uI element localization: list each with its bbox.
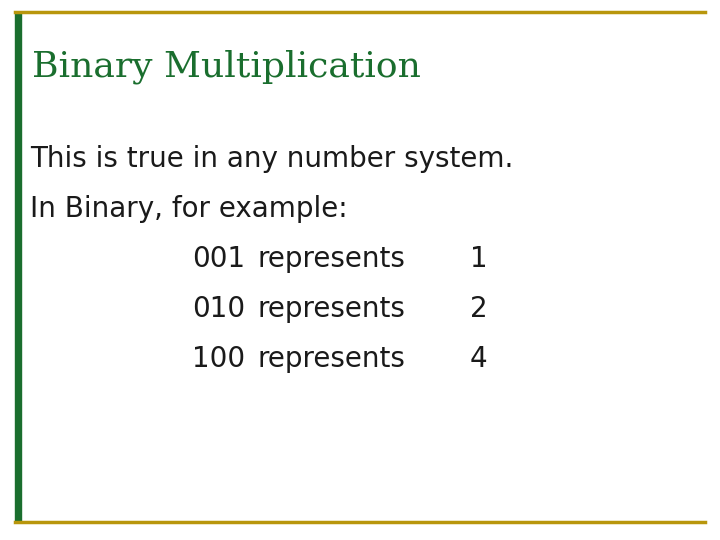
Text: In Binary, for example:: In Binary, for example: — [30, 195, 348, 223]
Text: 010: 010 — [192, 295, 245, 323]
Text: 001: 001 — [192, 245, 245, 273]
Text: represents: represents — [258, 295, 406, 323]
Text: represents: represents — [258, 345, 406, 373]
Text: This is true in any number system.: This is true in any number system. — [30, 145, 513, 173]
Text: represents: represents — [258, 245, 406, 273]
Bar — [15, 12, 21, 522]
Text: 1: 1 — [470, 245, 487, 273]
Text: Binary Multiplication: Binary Multiplication — [32, 50, 421, 84]
Text: 4: 4 — [470, 345, 487, 373]
Text: 2: 2 — [470, 295, 487, 323]
Text: 100: 100 — [192, 345, 245, 373]
